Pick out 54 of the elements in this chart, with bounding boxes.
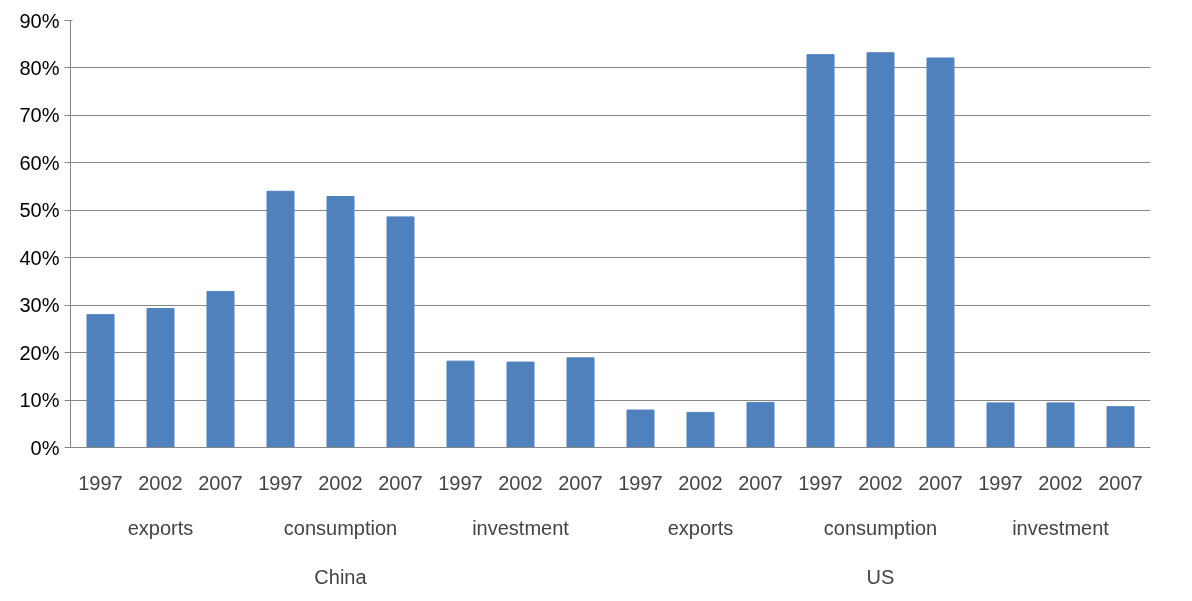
x-tick-label: 2007 [378,471,423,494]
bar [746,401,775,448]
x-tick-label: 1997 [78,471,123,494]
bar [146,307,175,448]
x-tick-label: 2007 [558,471,603,494]
text: consumption [283,516,398,539]
y-tick-label: 30% [19,294,60,317]
text: exports [127,516,194,539]
x-tick-label: 2007 [918,471,963,494]
text: consumption [823,516,938,539]
bar [986,402,1015,448]
bar [506,361,535,448]
x-tick-label: 2002 [138,471,183,494]
text: exports [667,516,734,539]
bar [326,196,355,448]
x-tick-label: 1997 [798,471,843,494]
x-tick-label: 2007 [198,471,243,494]
bar [566,357,595,448]
x-tick-label: 2002 [1038,471,1083,494]
x-tick-label: 1997 [978,471,1023,494]
y-tick-label: 80% [19,56,60,79]
bar [926,57,955,448]
bar [386,216,415,448]
text: US [866,565,895,588]
y-tick-label: 40% [19,246,60,269]
x-tick-label: 2007 [738,471,783,494]
x-tick-label: 2002 [678,471,723,494]
bar [446,360,475,448]
x-tick-label: 2002 [858,471,903,494]
bar [1046,402,1075,448]
x-tick-label: 2002 [318,471,363,494]
bar [626,409,655,448]
x-tick-label: 1997 [258,471,303,494]
text: investment [472,516,570,539]
x-tick-label: 1997 [438,471,483,494]
y-tick-label: 10% [19,389,60,412]
text: China [314,565,368,588]
y-tick-label: 70% [19,104,60,127]
bar [266,190,295,448]
bar [806,54,835,448]
y-tick-label: 60% [19,151,60,174]
y-tick-label: 0% [30,436,60,459]
y-tick-label: 50% [19,199,60,222]
bar [686,411,715,448]
y-tick-label: 20% [19,341,60,364]
x-tick-label: 2002 [498,471,543,494]
x-tick-label: 2007 [1098,471,1143,494]
x-tick-label: 1997 [618,471,663,494]
bar [86,314,115,448]
bar [866,52,895,448]
bar [206,290,235,448]
text: investment [1012,516,1110,539]
y-tick-label: 90% [19,9,60,32]
bar [1106,406,1135,448]
